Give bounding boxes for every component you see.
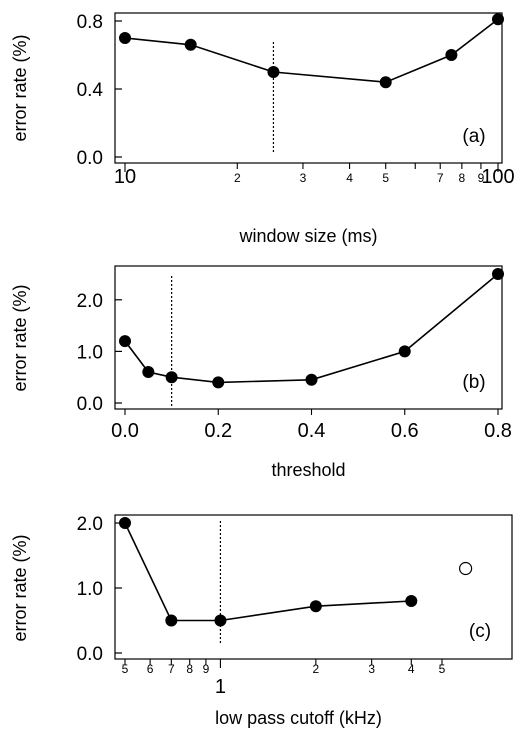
x-tick-label: 5 bbox=[382, 171, 389, 185]
x-tick-label: 2 bbox=[313, 662, 320, 676]
chart-panel-b: 0.0 1.0 2.0 0.0 0.2 0.4 0.6 0.8 threshold error r… bbox=[10, 265, 512, 480]
data-point bbox=[492, 268, 504, 280]
plot-frame bbox=[114, 514, 513, 660]
y-axis-label: error rate (%) bbox=[10, 534, 30, 641]
panel-label: (a) bbox=[462, 126, 485, 147]
series-line bbox=[124, 522, 412, 622]
y-tick-label: 0.0 bbox=[77, 394, 103, 415]
data-point bbox=[267, 66, 280, 78]
data-point bbox=[212, 376, 225, 389]
data-point bbox=[165, 614, 178, 627]
y-tick-label: 1.0 bbox=[77, 342, 103, 363]
plot-frame bbox=[114, 265, 503, 410]
open-data-point bbox=[459, 561, 473, 576]
x-axis-label: threshold bbox=[271, 460, 345, 480]
x-tick-label: 2 bbox=[234, 171, 241, 185]
x-tick-label: 4 bbox=[346, 171, 353, 185]
x-tick-label: 100 bbox=[481, 166, 514, 188]
y-tick-label: 0.0 bbox=[77, 644, 103, 665]
x-axis-label: window size (ms) bbox=[238, 226, 377, 246]
x-tick-label: 5 bbox=[122, 662, 129, 676]
x-axis-label: low pass cutoff (kHz) bbox=[215, 708, 382, 728]
series-line bbox=[124, 18, 499, 84]
data-point bbox=[184, 38, 197, 51]
x-tick-label: 4 bbox=[408, 662, 415, 676]
y-tick-label: 0.0 bbox=[77, 148, 103, 169]
data-point bbox=[445, 49, 458, 61]
x-tick-label: 5 bbox=[439, 662, 446, 676]
data-point bbox=[214, 614, 227, 627]
x-tick-label: 10 bbox=[114, 166, 136, 188]
plot-frame bbox=[114, 12, 503, 164]
y-tick-label: 2.0 bbox=[77, 514, 103, 535]
x-tick-label: 7 bbox=[437, 171, 444, 185]
y-tick-label: 2.0 bbox=[77, 291, 103, 312]
data-point bbox=[492, 13, 504, 26]
x-tick-label: 9 bbox=[478, 171, 485, 185]
data-point bbox=[379, 76, 392, 89]
data-point bbox=[119, 335, 131, 348]
y-axis-label: error rate (%) bbox=[10, 284, 30, 391]
series-line bbox=[124, 273, 499, 384]
x-tick-label: 3 bbox=[300, 171, 307, 185]
x-tick-label: 0.8 bbox=[484, 420, 512, 442]
panel-label: (b) bbox=[462, 372, 485, 393]
chart-panel-c: 0.0 1.0 2.0 5 6 7 8 91 2 3 4 5 low pass cutoff (kHz)… bbox=[10, 514, 513, 728]
data-point bbox=[305, 373, 318, 386]
x-tick-label: 6 bbox=[147, 662, 154, 676]
data-point bbox=[142, 366, 155, 379]
y-tick-label: 1.0 bbox=[77, 579, 103, 600]
data-point bbox=[405, 595, 418, 607]
x-tick-label: 1 bbox=[215, 676, 226, 698]
y-axis-label: error rate (%) bbox=[10, 34, 30, 141]
x-tick-label: 3 bbox=[368, 662, 375, 676]
x-tick-label: 0.6 bbox=[391, 420, 419, 442]
panel-label: (c) bbox=[469, 621, 491, 642]
x-tick-label: 8 bbox=[186, 662, 193, 676]
data-point bbox=[309, 600, 322, 613]
data-point bbox=[119, 32, 131, 44]
y-tick-label: 0.8 bbox=[77, 12, 103, 33]
x-tick-label: 8 bbox=[459, 171, 466, 185]
x-tick-label: 0.4 bbox=[298, 420, 326, 442]
y-tick-label: 0.4 bbox=[77, 80, 104, 101]
x-tick-label: 7 bbox=[168, 662, 175, 676]
data-point bbox=[119, 517, 131, 529]
x-tick-label: 9 bbox=[203, 662, 210, 676]
x-tick-label: 0.2 bbox=[204, 420, 232, 442]
data-point bbox=[398, 345, 411, 358]
data-point bbox=[165, 371, 178, 384]
x-tick-label: 0.0 bbox=[111, 420, 139, 442]
